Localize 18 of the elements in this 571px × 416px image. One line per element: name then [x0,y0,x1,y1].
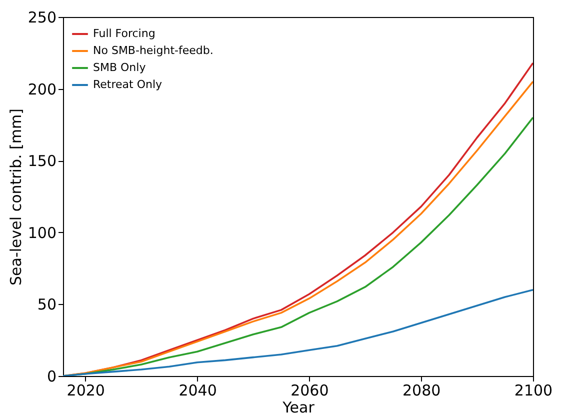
line-series [63,288,533,376]
y-tick-label: 200 [28,80,56,98]
legend-label: Retreat Only [93,78,163,91]
legend-label: Full Forcing [93,27,156,40]
y-tick-label: 100 [28,224,56,242]
x-tick-label: 2040 [178,382,217,400]
legend-label: No SMB-height-feedb. [93,44,214,57]
y-tick-label: 150 [28,152,56,170]
x-tick-label: 2060 [290,382,329,400]
legend-label: SMB Only [93,61,146,74]
y-tick-label: 250 [28,8,56,26]
x-tick-label: 2020 [66,382,105,400]
y-tick-label: 0 [46,368,56,386]
x-axis-title: Year [282,398,316,416]
y-axis-title: Sea-level contrib. [mm] [6,108,25,286]
y-tick-label: 50 [37,296,56,314]
x-tick-label: 2080 [402,382,441,400]
x-tick-label: 2100 [514,382,553,400]
